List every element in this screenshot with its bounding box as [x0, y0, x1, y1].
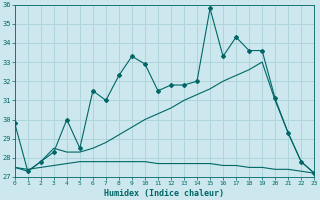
X-axis label: Humidex (Indice chaleur): Humidex (Indice chaleur) — [104, 189, 224, 198]
